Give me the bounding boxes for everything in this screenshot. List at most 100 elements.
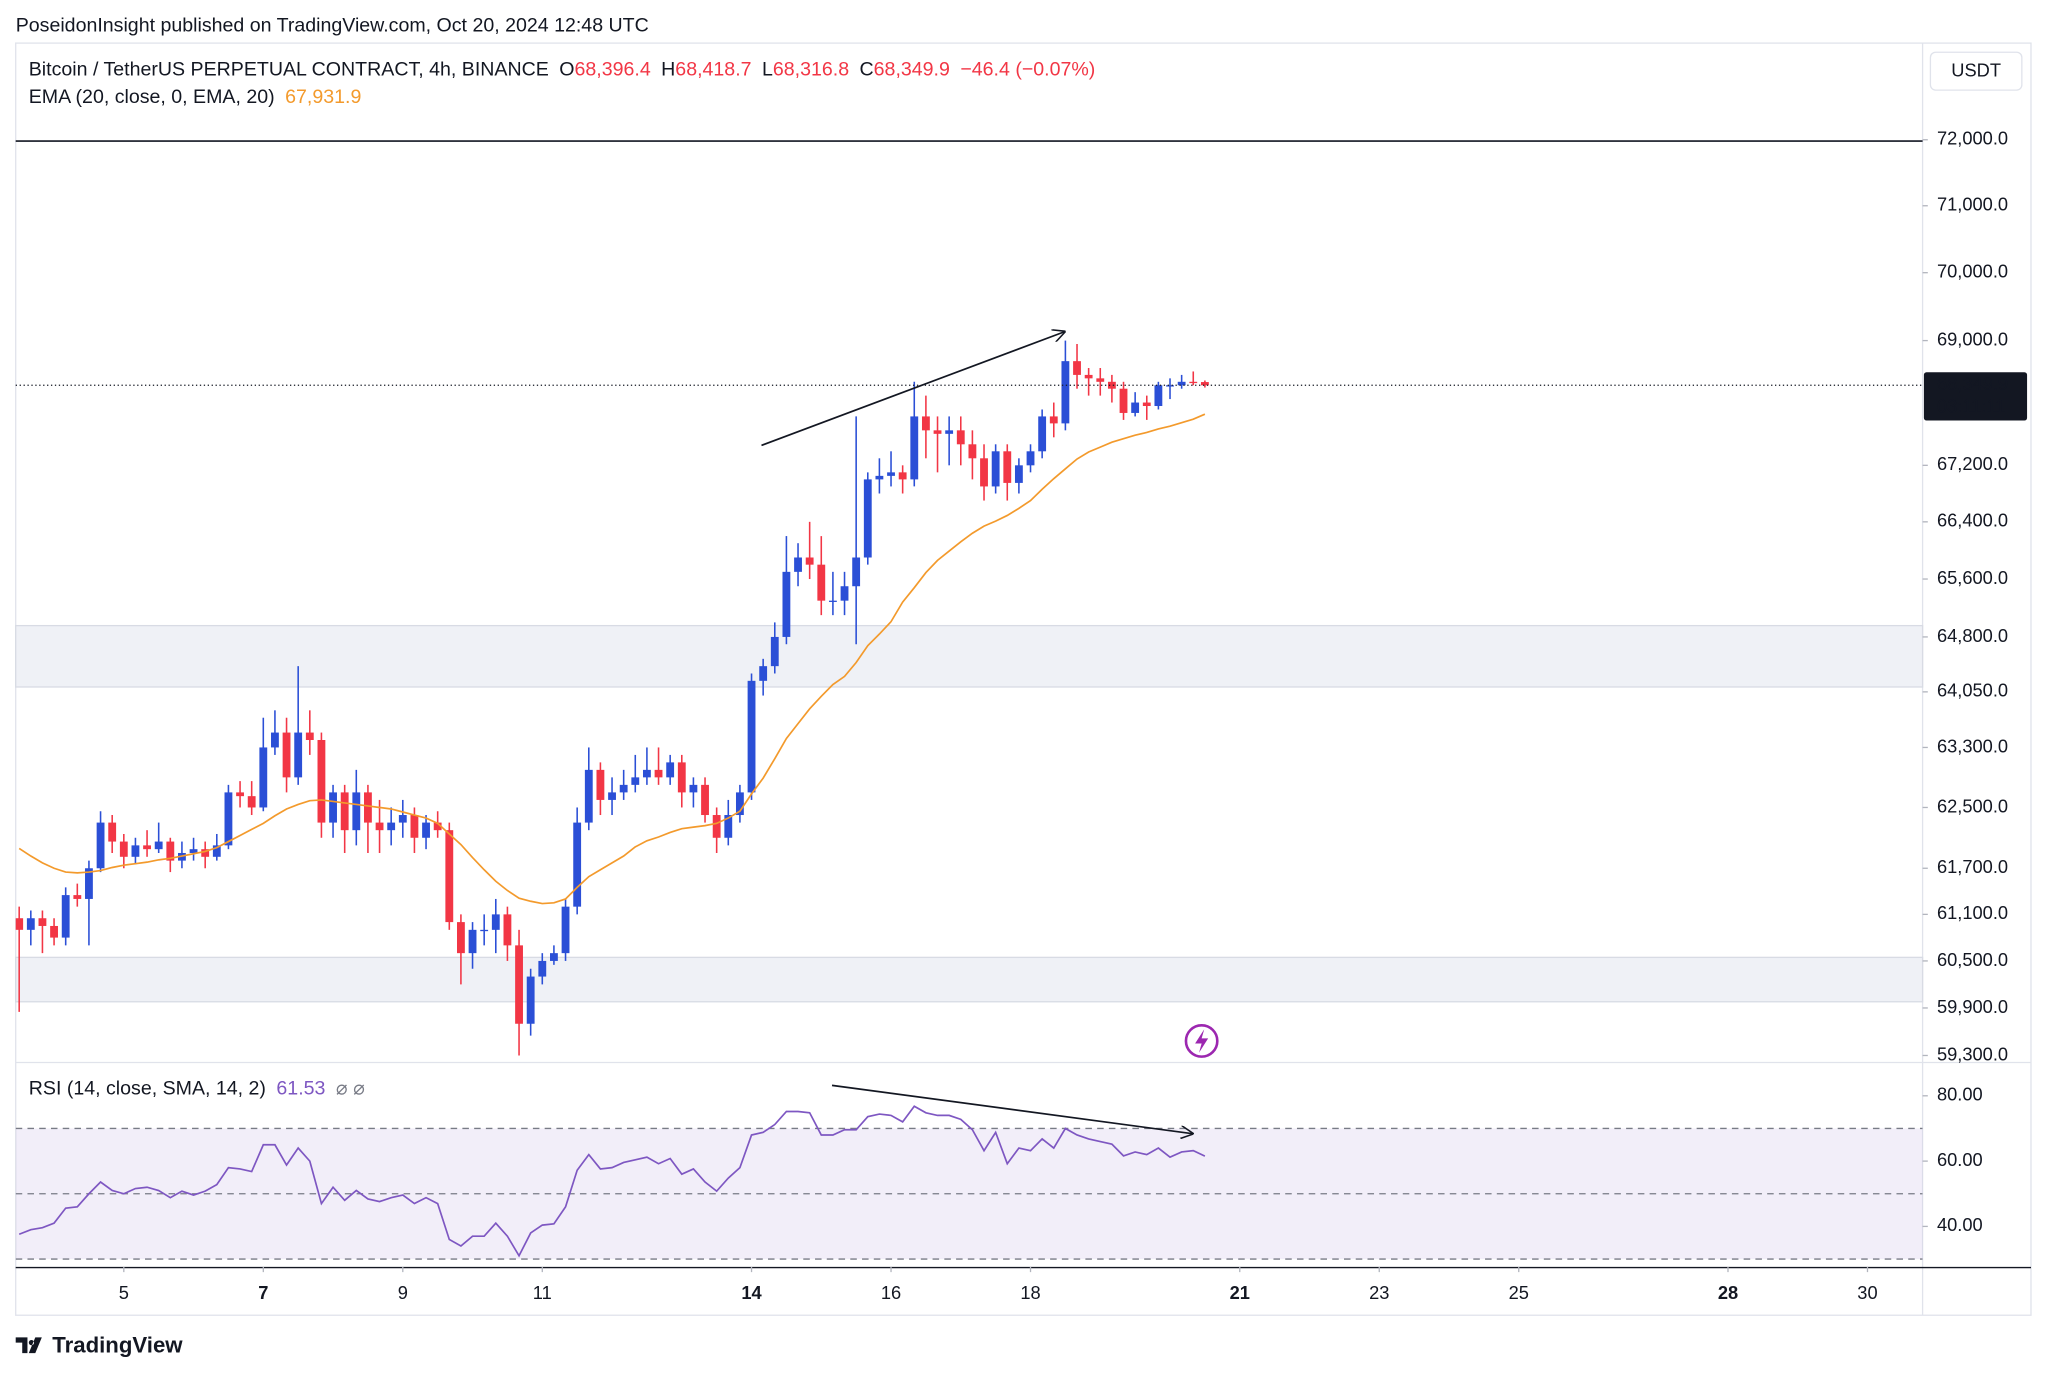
x-tick-label: 14: [741, 1282, 762, 1303]
currency-button[interactable]: USDT: [1929, 51, 2023, 91]
y-tick-label: 72,000.0: [1937, 128, 2008, 149]
y-tick-label: 64,050.0: [1937, 680, 2008, 701]
candle-body: [689, 784, 698, 793]
candle-body: [398, 815, 407, 823]
x-tick-label: 30: [1857, 1282, 1877, 1303]
currency-box[interactable]: [1929, 51, 2023, 91]
x-tick-label: 25: [1509, 1282, 1529, 1303]
candle-body: [701, 784, 709, 816]
ohlc-value: 68,316.8: [773, 59, 849, 81]
footer-brand: TradingView: [52, 1332, 183, 1357]
candle-body: [108, 822, 117, 842]
candle-body: [282, 732, 291, 778]
candle-body: [468, 929, 477, 954]
y-tick-label: 63,300.0: [1937, 735, 2008, 756]
currency-label[interactable]: USDT: [1951, 60, 2001, 81]
ema-line: [18, 413, 1206, 905]
y-tick-label: 61,700.0: [1937, 856, 2008, 877]
candle-body: [840, 586, 849, 601]
candle-body: [596, 769, 605, 800]
alert-icon[interactable]: [1184, 1023, 1219, 1058]
candle-body: [770, 636, 779, 667]
candle-body: [201, 849, 210, 857]
candle-body: [457, 922, 465, 954]
logo-mark: [15, 1337, 42, 1354]
candle-body: [898, 472, 907, 480]
candle-body: [550, 953, 558, 961]
candle-body: [747, 680, 756, 793]
candle-body: [480, 929, 489, 932]
symbol-title: Bitcoin / TetherUS PERPETUAL CONTRACT, 4…: [29, 59, 549, 81]
candle-body: [131, 845, 140, 857]
candle-body: [735, 792, 744, 816]
candle-body: [491, 914, 500, 930]
ohlc-key: L: [762, 59, 773, 81]
candle-body: [340, 792, 349, 831]
candle-body: [422, 822, 430, 838]
candle-body: [1084, 374, 1093, 379]
candle-body: [1073, 361, 1081, 375]
candle-body: [1142, 402, 1151, 407]
candle-body: [782, 571, 791, 637]
candle-body: [189, 849, 198, 853]
candle-body: [445, 830, 454, 923]
x-tick-label: 16: [881, 1282, 901, 1303]
y-tick-label: 64,800.0: [1937, 625, 2008, 646]
legend-rsi: RSI (14, close, SMA, 14, 2) 61.53 ⌀ ⌀: [29, 1077, 365, 1099]
candle-body: [561, 906, 570, 954]
x-tick-label: 11: [533, 1282, 552, 1303]
price-pane: [15, 340, 1209, 1056]
candle-body: [538, 960, 547, 977]
x-tick-label: 5: [119, 1282, 129, 1303]
ohlc-value: 68,396.4: [575, 59, 651, 81]
candle-body: [573, 822, 582, 907]
x-tick-label: 23: [1369, 1282, 1389, 1303]
x-tick-label: 28: [1718, 1282, 1738, 1303]
candle-body: [352, 792, 361, 831]
candle-body: [642, 769, 651, 778]
alert-bolt[interactable]: [1195, 1029, 1209, 1053]
ohlc-key: C: [860, 59, 874, 81]
x-tick-label: 21: [1230, 1282, 1250, 1303]
y-tick-label: 60,500.0: [1937, 949, 2008, 970]
candle-body: [526, 976, 535, 1024]
candle-body: [143, 845, 151, 850]
y-tick-label: 59,300.0: [1937, 1043, 2008, 1064]
zone-lower: [15, 956, 1924, 1003]
candle-body: [945, 430, 954, 434]
y-tick-label: 59,900.0: [1937, 996, 2008, 1017]
candle-body: [991, 451, 1000, 487]
candle-body: [259, 747, 268, 808]
candle-body: [887, 472, 895, 476]
candle-body: [433, 822, 442, 831]
candle-body: [933, 430, 942, 434]
candle-body: [61, 895, 70, 938]
x-tick-label: 18: [1020, 1282, 1040, 1303]
candle-body: [503, 914, 512, 946]
change-value: −46.4 (−0.07%): [960, 59, 1095, 81]
candle-body: [1014, 465, 1023, 483]
rsi-icons: ⌀ ⌀: [336, 1077, 365, 1099]
candle-body: [166, 841, 175, 861]
countdown-label: 03:11:11: [1937, 395, 2005, 416]
publish-header: PoseidonInsight published on TradingView…: [16, 14, 649, 36]
candle-body: [666, 762, 675, 778]
legend-symbol: Bitcoin / TetherUS PERPETUAL CONTRACT, 4…: [29, 59, 1096, 81]
trend-arrow-rsi: [831, 1084, 1192, 1133]
ema-value: 67,931.9: [285, 86, 361, 108]
candle-body: [724, 815, 733, 838]
candle-body: [921, 416, 930, 431]
candle-body: [1038, 416, 1047, 452]
last-price-box: [1923, 372, 2028, 421]
trend-arrow-price: [761, 332, 1064, 447]
candle-body: [212, 845, 221, 857]
candle-body: [631, 777, 640, 785]
candle-body: [1049, 416, 1058, 424]
x-tick-label: 7: [258, 1282, 268, 1303]
y-tick-label: 66,400.0: [1937, 510, 2008, 531]
legend-ema: EMA (20, close, 0, EMA, 20) 67,931.9: [29, 86, 362, 108]
zone-upper: [15, 624, 1924, 688]
candle-body: [817, 564, 826, 601]
candle-body: [980, 458, 988, 487]
